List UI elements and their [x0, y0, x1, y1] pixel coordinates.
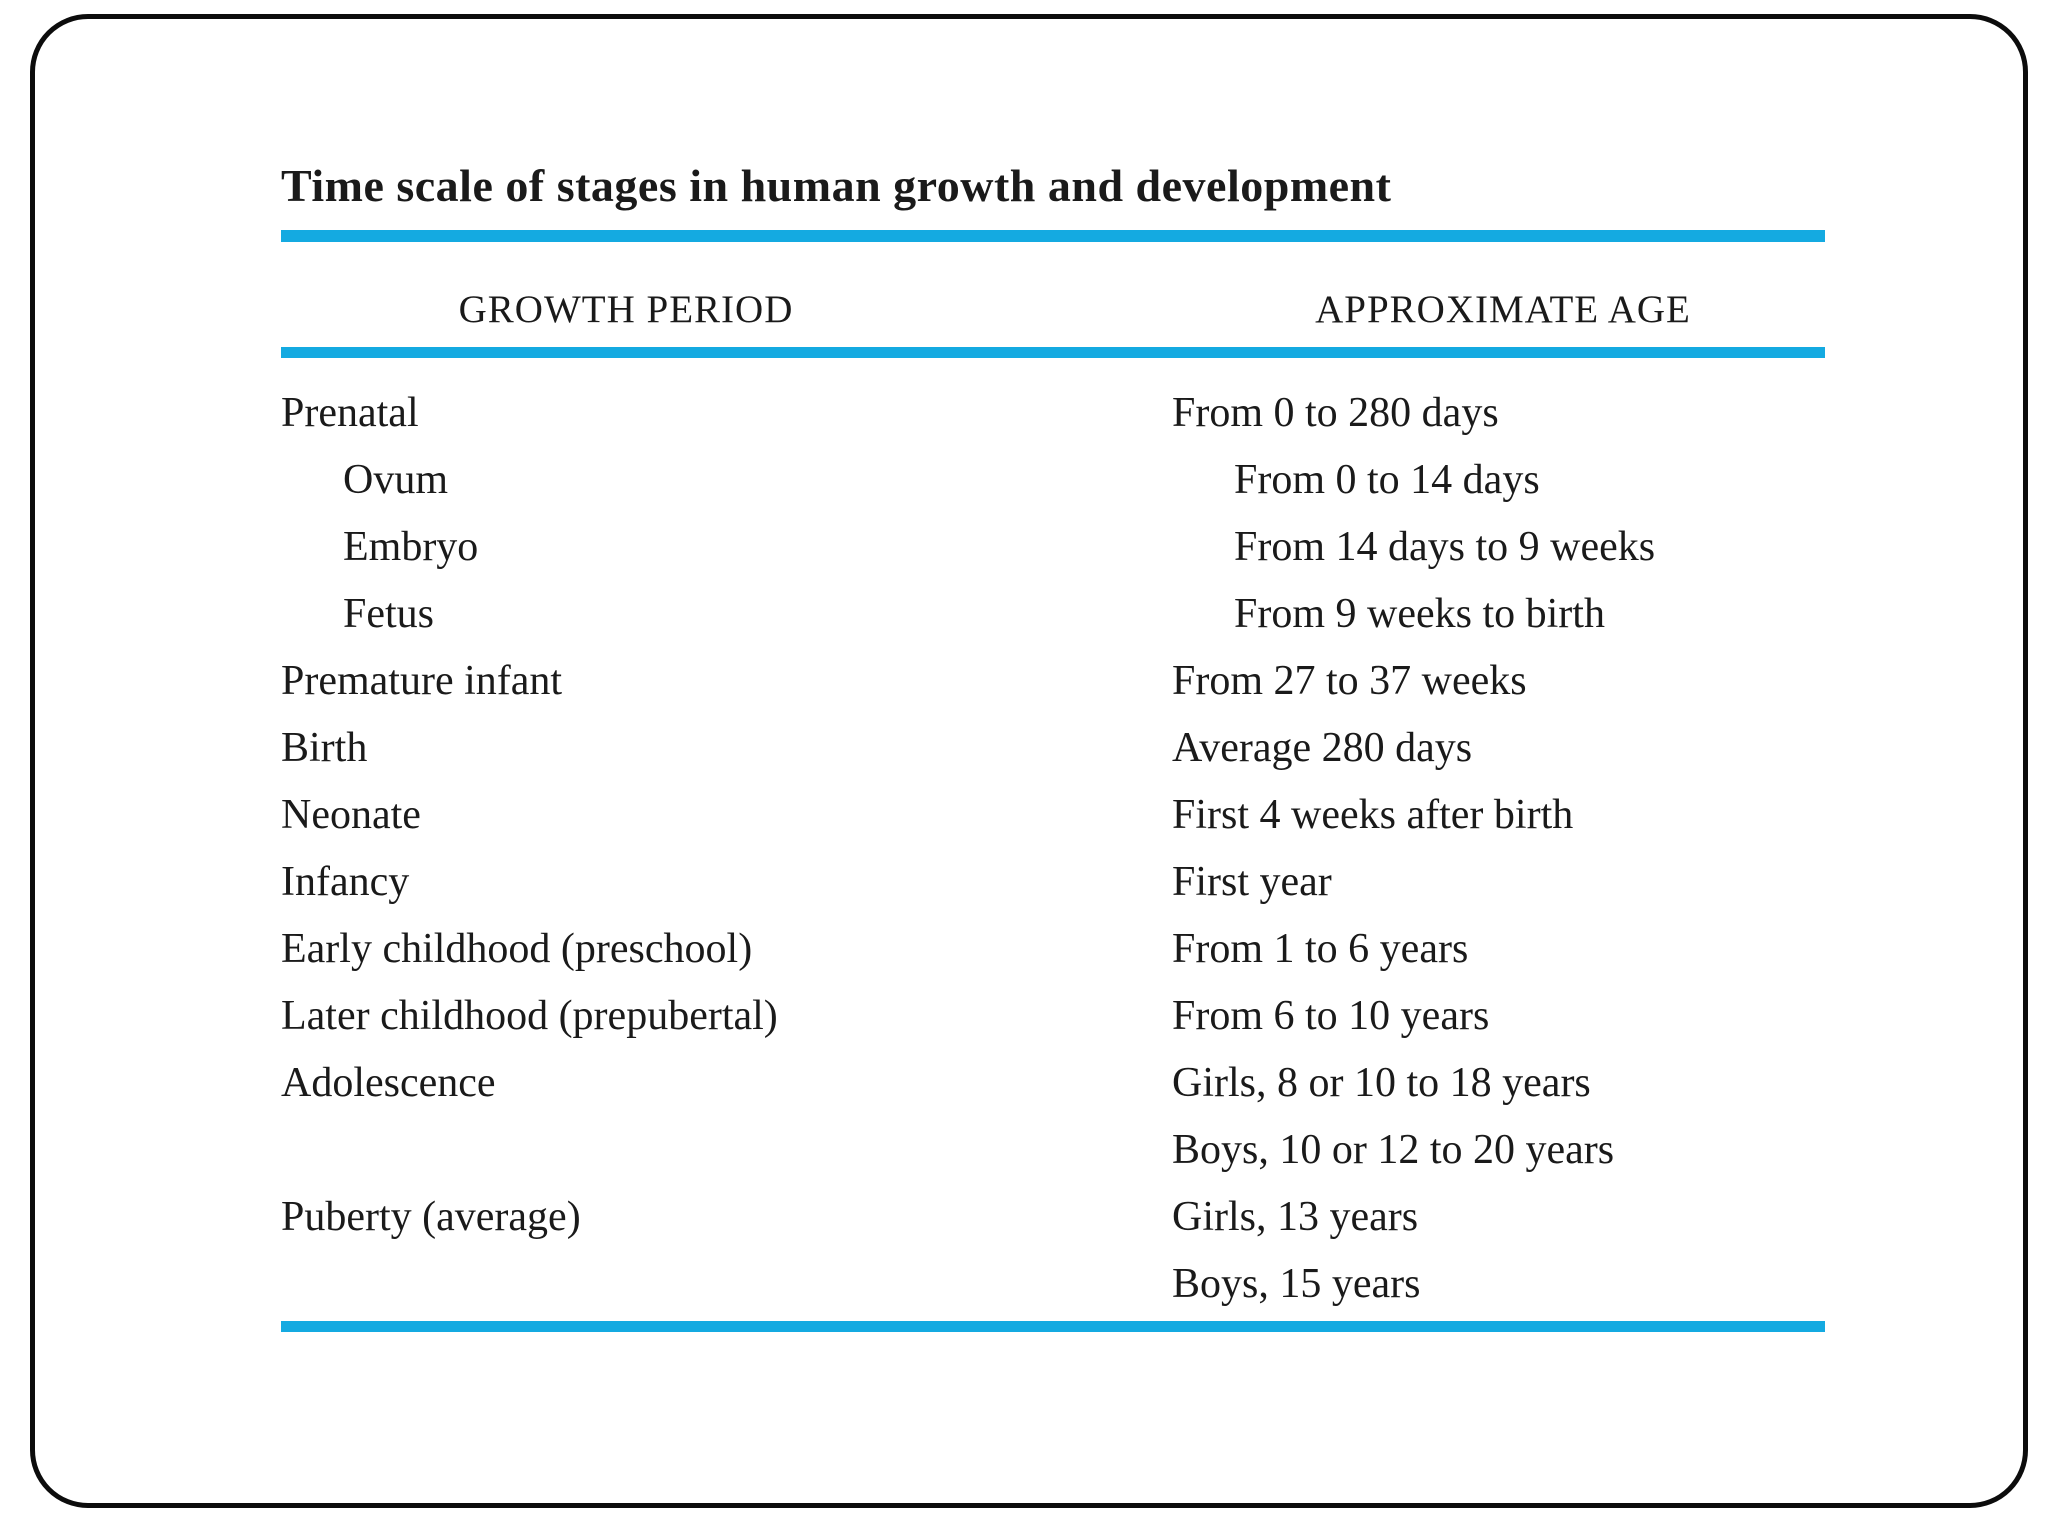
table-row: Boys, 10 or 12 to 20 years — [281, 1116, 1825, 1183]
age-cell: From 0 to 14 days — [1234, 456, 1540, 503]
age-cell: Girls, 13 years — [1172, 1193, 1419, 1240]
growth-period-cell: Early childhood (preschool) — [281, 925, 753, 972]
table-row: Boys, 15 years — [281, 1250, 1825, 1317]
growth-period-cell: Neonate — [281, 791, 421, 838]
age-cell: Girls, 8 or 10 to 18 years — [1172, 1059, 1591, 1106]
growth-period-cell: Embryo — [343, 523, 479, 570]
growth-period-cell: Puberty (average) — [281, 1193, 581, 1240]
title-divider — [281, 230, 1825, 242]
table-row: Infancy First year — [281, 848, 1825, 915]
growth-period-cell: Fetus — [343, 590, 435, 637]
approximate-age-header: APPROXIMATE AGE — [1315, 288, 1691, 331]
growth-period-cell: Adolescence — [281, 1059, 496, 1106]
growth-period-cell: Prenatal — [281, 389, 419, 436]
table-row: Birth Average 280 days — [281, 714, 1825, 781]
table-row: Neonate First 4 weeks after birth — [281, 781, 1825, 848]
age-cell: From 14 days to 9 weeks — [1234, 523, 1656, 570]
growth-period-cell: Infancy — [281, 858, 410, 905]
age-cell: From 27 to 37 weeks — [1172, 657, 1527, 704]
age-cell: Average 280 days — [1172, 724, 1473, 771]
header-divider — [281, 347, 1825, 358]
slide-frame: Time scale of stages in human growth and… — [30, 14, 2028, 1508]
age-cell: First 4 weeks after birth — [1172, 791, 1574, 838]
age-cell: First year — [1172, 858, 1332, 905]
growth-period-cell: Birth — [281, 724, 368, 771]
table-row: Later childhood (prepubertal) From 6 to 1… — [281, 982, 1825, 1049]
table-row: Early childhood (preschool) From 1 to 6 y… — [281, 915, 1825, 982]
growth-period-cell: Ovum — [343, 456, 448, 503]
age-cell: From 1 to 6 years — [1172, 925, 1469, 972]
age-cell: From 0 to 280 days — [1172, 389, 1499, 436]
table-row: Ovum From 0 to 14 days — [281, 446, 1825, 513]
bottom-divider — [281, 1321, 1825, 1332]
table-row: Fetus From 9 weeks to birth — [281, 580, 1825, 647]
table-row: Puberty (average) Girls, 13 years — [281, 1183, 1825, 1250]
growth-period-cell: Premature infant — [281, 657, 563, 704]
table-header-row: GROWTH PERIOD APPROXIMATE AGE — [281, 287, 1825, 339]
table-row: Adolescence Girls, 8 or 10 to 18 years — [281, 1049, 1825, 1116]
growth-period-cell: Later childhood (prepubertal) — [281, 992, 778, 1039]
table-row: Premature infant From 27 to 37 weeks — [281, 647, 1825, 714]
table-row: Prenatal From 0 to 280 days — [281, 379, 1825, 446]
age-cell: Boys, 10 or 12 to 20 years — [1172, 1126, 1615, 1173]
table-row: Embryo From 14 days to 9 weeks — [281, 513, 1825, 580]
age-cell: From 9 weeks to birth — [1234, 590, 1605, 637]
table-body: Prenatal From 0 to 280 days Ovum From 0 to … — [281, 379, 1825, 1317]
age-cell: From 6 to 10 years — [1172, 992, 1490, 1039]
age-cell: Boys, 15 years — [1172, 1260, 1421, 1307]
growth-period-header: GROWTH PERIOD — [458, 288, 794, 331]
table-title: Time scale of stages in human growth and… — [281, 160, 1392, 211]
